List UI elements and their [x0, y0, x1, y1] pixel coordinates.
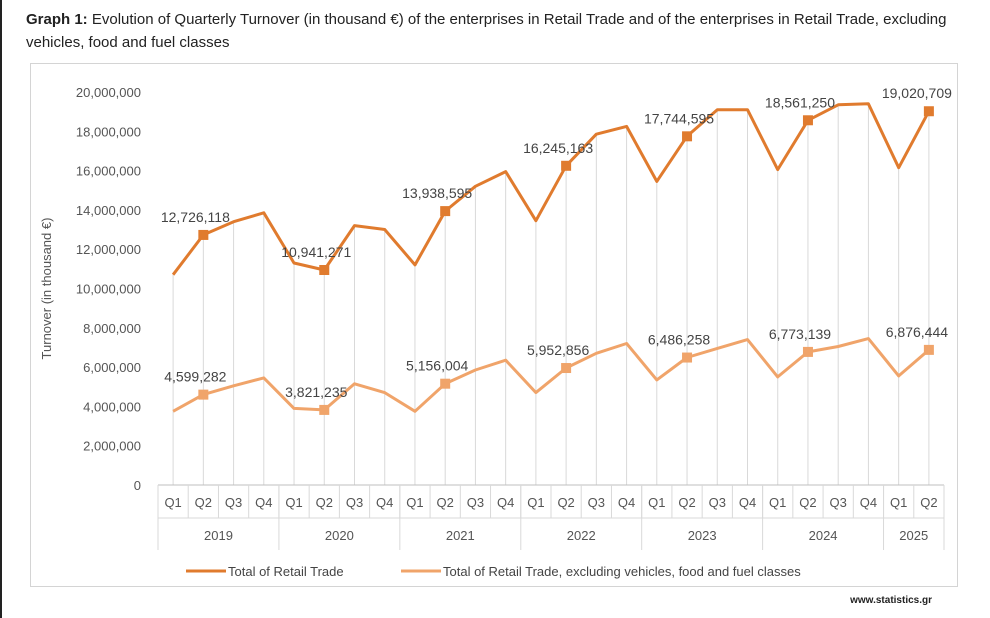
legend-label: Total of Retail Trade, excluding vehicle…: [443, 564, 801, 579]
x-tick-label-quarter: Q2: [920, 495, 937, 510]
x-tick-label-quarter: Q2: [678, 495, 695, 510]
x-tick-label-quarter: Q4: [376, 495, 393, 510]
series-line: [171, 102, 931, 276]
data-point-marker: [923, 106, 934, 117]
data-label: 13,938,595: [402, 185, 472, 201]
data-label: 19,020,709: [882, 85, 952, 101]
data-point-marker: [561, 160, 572, 171]
data-point-marker: [440, 206, 451, 217]
x-tick-label-year: 2022: [567, 528, 596, 543]
figure-title-lead: Graph 1:: [26, 11, 88, 28]
x-tick-label-quarter: Q3: [346, 495, 363, 510]
y-tick-label: 4,000,000: [83, 399, 141, 414]
x-tick-label-quarter: Q1: [890, 495, 907, 510]
y-tick-label: 12,000,000: [76, 242, 141, 257]
x-tick-label-year: 2024: [809, 528, 838, 543]
figure-title: Graph 1: Evolution of Quarterly Turnover…: [26, 8, 976, 54]
x-tick-label-quarter: Q4: [860, 495, 877, 510]
y-tick-label: 2,000,000: [83, 439, 141, 454]
data-point-marker: [802, 346, 813, 357]
x-tick-label-quarter: Q1: [527, 495, 544, 510]
data-label: 6,773,139: [769, 326, 831, 342]
data-point-marker: [319, 404, 330, 415]
data-label: 18,561,250: [765, 94, 835, 110]
line-chart: 0 2,000,000 4,000,000 6,000,000 8,000,000 10,…: [39, 85, 952, 579]
x-tick-label-year: 2021: [446, 528, 475, 543]
source-credit: www.statistics.gr: [850, 595, 932, 606]
data-point-marker: [319, 265, 330, 276]
y-tick-label: 8,000,000: [83, 321, 141, 336]
x-tick-label-quarter: Q3: [588, 495, 605, 510]
x-tick-label-quarter: Q1: [285, 495, 302, 510]
data-label: 16,245,163: [523, 140, 593, 156]
y-tick-label: 10,000,000: [76, 282, 141, 297]
y-tick-label: 18,000,000: [76, 124, 141, 139]
y-tick-label: 16,000,000: [76, 164, 141, 179]
data-label: 5,952,856: [527, 342, 589, 358]
y-tick-label: 6,000,000: [83, 360, 141, 375]
x-tick-label-quarter: Q3: [830, 495, 847, 510]
chart-area: 0 2,000,000 4,000,000 6,000,000 8,000,000 10,…: [30, 63, 958, 587]
data-point-marker: [802, 115, 813, 126]
x-tick-label-quarter: Q4: [739, 495, 756, 510]
x-tick-label-year: 2025: [899, 528, 928, 543]
y-tick-label: 14,000,000: [76, 203, 141, 218]
data-label: 3,821,235: [285, 384, 347, 400]
data-label: 6,876,444: [886, 324, 948, 340]
x-tick-label-quarter: Q3: [225, 495, 242, 510]
data-point-marker: [440, 378, 451, 389]
series-line: [172, 337, 930, 413]
x-tick-label-quarter: Q4: [255, 495, 272, 510]
data-label: 4,599,282: [164, 369, 226, 385]
x-tick-label-quarter: Q2: [437, 495, 454, 510]
data-point-marker: [198, 229, 209, 240]
x-tick-label-year: 2023: [688, 528, 717, 543]
x-tick-label-quarter: Q2: [557, 495, 574, 510]
x-tick-label-quarter: Q2: [799, 495, 816, 510]
data-point-marker: [923, 344, 934, 355]
y-axis-title: Turnover (in thousand €): [39, 218, 54, 360]
x-tick-label-quarter: Q1: [406, 495, 423, 510]
x-tick-label-quarter: Q1: [164, 495, 181, 510]
x-tick-label-quarter: Q1: [648, 495, 665, 510]
data-label: 10,941,271: [281, 244, 351, 260]
x-tick-label-year: 2019: [204, 528, 233, 543]
x-tick-label-quarter: Q2: [316, 495, 333, 510]
y-tick-label: 20,000,000: [76, 85, 141, 100]
legend-label: Total of Retail Trade: [228, 564, 344, 579]
left-border-line: [0, 0, 2, 618]
x-tick-label-quarter: Q4: [497, 495, 514, 510]
data-label: 6,486,258: [648, 332, 710, 348]
figure-title-text: Evolution of Quarterly Turnover (in thou…: [26, 11, 947, 51]
x-tick-label-quarter: Q3: [467, 495, 484, 510]
data-label: 5,156,004: [406, 358, 468, 374]
x-tick-label-quarter: Q4: [618, 495, 635, 510]
x-tick-label-quarter: Q2: [195, 495, 212, 510]
data-label: 12,726,118: [161, 209, 230, 225]
y-tick-label: 0: [134, 478, 141, 493]
x-tick-label-quarter: Q1: [769, 495, 786, 510]
data-point-marker: [561, 363, 572, 374]
data-label: 17,744,595: [644, 110, 714, 126]
data-point-marker: [682, 131, 693, 142]
x-tick-label-quarter: Q3: [709, 495, 726, 510]
data-point-marker: [198, 389, 209, 400]
x-tick-label-year: 2020: [325, 528, 354, 543]
data-point-marker: [682, 352, 693, 363]
